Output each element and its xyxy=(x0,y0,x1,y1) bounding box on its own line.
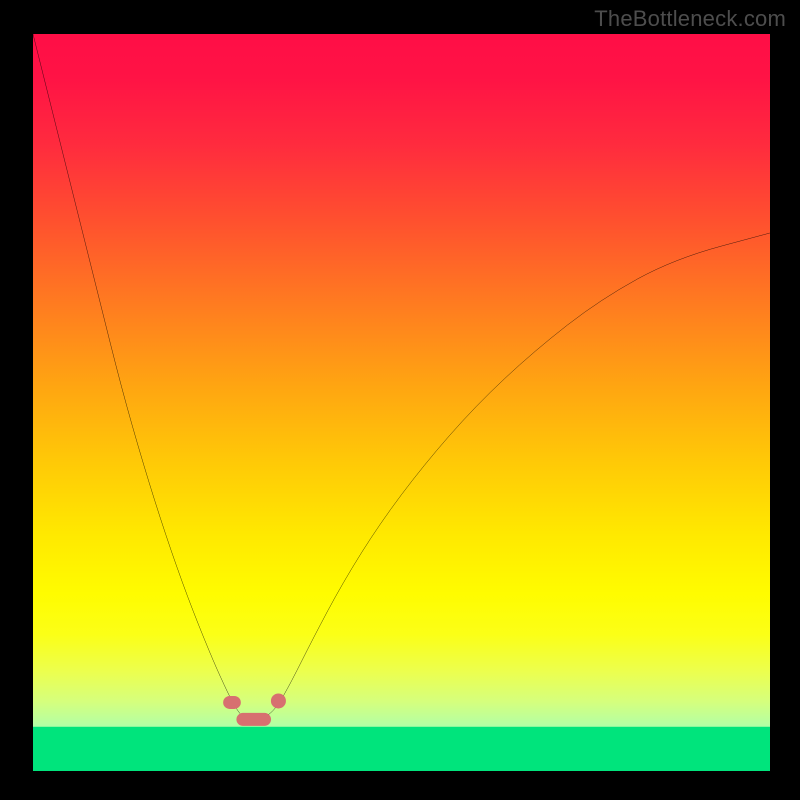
chart-marker-bar xyxy=(223,696,241,709)
chart-marker-dot xyxy=(271,693,286,708)
chart-plot-area xyxy=(33,34,770,771)
chart-markers xyxy=(33,34,770,771)
chart-marker-bar xyxy=(236,713,271,726)
watermark-text: TheBottleneck.com xyxy=(594,6,786,32)
